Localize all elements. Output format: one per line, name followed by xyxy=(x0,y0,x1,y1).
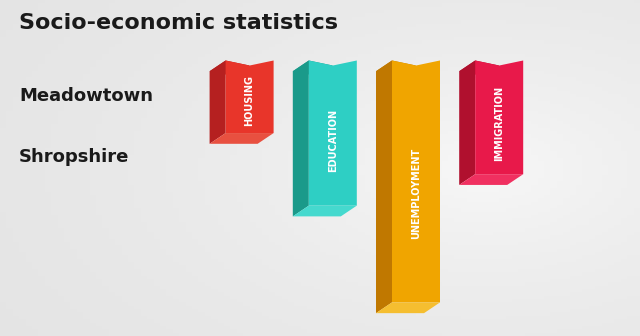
Text: IMMIGRATION: IMMIGRATION xyxy=(494,85,504,161)
Polygon shape xyxy=(293,71,325,82)
Polygon shape xyxy=(460,60,476,185)
Polygon shape xyxy=(376,60,392,313)
Text: UNEMPLOYMENT: UNEMPLOYMENT xyxy=(411,148,421,239)
Polygon shape xyxy=(460,60,499,76)
Polygon shape xyxy=(210,60,226,144)
Text: HOUSING: HOUSING xyxy=(244,75,255,126)
Polygon shape xyxy=(460,71,492,82)
Polygon shape xyxy=(376,71,408,82)
Text: Shropshire: Shropshire xyxy=(19,148,129,166)
Text: Socio-economic statistics: Socio-economic statistics xyxy=(19,13,338,34)
Polygon shape xyxy=(210,71,242,82)
Polygon shape xyxy=(460,174,524,185)
Polygon shape xyxy=(392,60,440,302)
Text: Meadowtown: Meadowtown xyxy=(19,87,153,106)
Polygon shape xyxy=(309,60,357,206)
Polygon shape xyxy=(476,60,524,174)
Polygon shape xyxy=(293,60,309,216)
Polygon shape xyxy=(210,133,274,144)
Text: EDUCATION: EDUCATION xyxy=(328,109,338,172)
Polygon shape xyxy=(376,302,440,313)
Polygon shape xyxy=(293,206,357,216)
Polygon shape xyxy=(376,60,416,76)
Polygon shape xyxy=(293,60,333,76)
Polygon shape xyxy=(226,60,274,133)
Polygon shape xyxy=(210,60,250,76)
